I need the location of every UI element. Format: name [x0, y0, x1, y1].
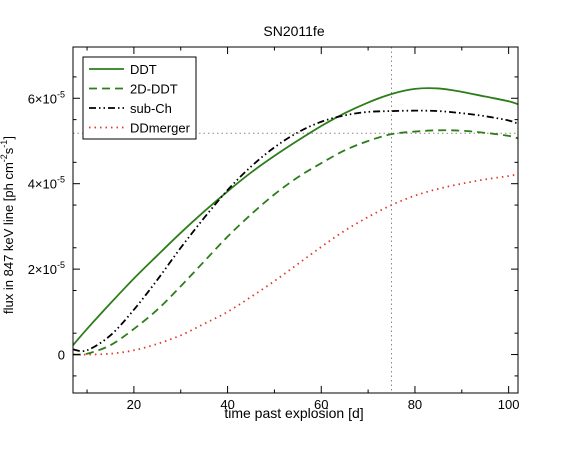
y-tick-label: 2×10-5 — [28, 260, 65, 277]
y-axis-label-prefix: flux in 847 keV line [ph cm — [1, 162, 16, 314]
x-tick-label: 60 — [314, 397, 328, 412]
x-axis-label: time past explosion [d] — [224, 405, 363, 421]
x-tick-label: 40 — [220, 397, 234, 412]
reference-lines — [73, 47, 518, 393]
series-line-ddt — [72, 87, 519, 346]
x-tick-label: 80 — [408, 397, 422, 412]
x-tick-label: 20 — [127, 397, 141, 412]
y-tick-label: 4×10-5 — [28, 175, 65, 192]
y-axis-label: flux in 847 keV line [ph cm-2s-1] — [0, 136, 16, 314]
series-line-2d-ddt — [72, 129, 519, 356]
y-tick-label: 0 — [58, 348, 65, 363]
series-line-sub-ch — [72, 109, 519, 353]
legend-label: 2D-DDT — [130, 82, 178, 97]
y-axis-label-sup2: -1 — [0, 140, 9, 148]
y-axis: 0 2×10-5 4×10-5 6×10-5 — [28, 76, 518, 377]
x-axis: 20 40 60 80 100 — [86, 47, 520, 412]
y-axis-label-mid: s — [1, 147, 16, 154]
chart-title: SN2011fe — [263, 23, 324, 39]
y-tick-label: 6×10-5 — [28, 89, 65, 106]
legend-label: DDmerger — [130, 121, 191, 136]
legend-label: sub-Ch — [130, 101, 172, 116]
legend: DDT 2D-DDT sub-Ch DDmerger — [82, 56, 197, 140]
legend-box — [82, 56, 197, 140]
series-layer — [72, 87, 519, 356]
y-axis-label-suffix: ] — [1, 136, 16, 140]
plot-frame — [72, 46, 519, 394]
x-tick-label: 100 — [498, 397, 520, 412]
y-axis-label-sup1: -2 — [0, 154, 9, 162]
series-line-ddmerger — [72, 173, 519, 356]
legend-label: DDT — [130, 62, 157, 77]
